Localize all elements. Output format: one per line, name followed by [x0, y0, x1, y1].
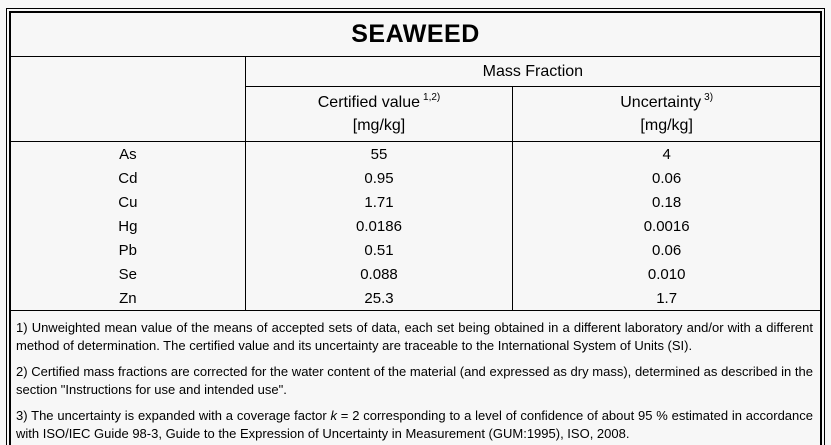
element-symbol: Cd — [9, 166, 246, 190]
certified-value: 1.71 — [244, 190, 514, 214]
page-title: SEAWEED — [9, 11, 822, 57]
table-row-cu: Cu 1.71 0.18 — [9, 190, 822, 214]
mass-fraction-header: Mass Fraction — [244, 56, 822, 87]
certificate-frame: SEAWEED Mass Fraction Certified value 1,2… — [6, 8, 825, 445]
certified-value: 0.088 — [244, 262, 514, 286]
table-row-pb: Pb 0.51 0.06 — [9, 238, 822, 262]
title-row: SEAWEED — [9, 11, 822, 57]
table-row-zn: Zn 25.3 1.7 — [9, 286, 822, 311]
column-header-row: Certified value 1,2) [mg/kg] Uncertainty 3… — [10, 86, 822, 142]
uncertainty-value: 4 — [512, 141, 822, 166]
certified-value-footnote-ref: 1,2) — [423, 92, 441, 104]
element-header-empty-cell — [9, 56, 246, 142]
certified-value: 0.0186 — [244, 214, 514, 238]
uncertainty-footnote-ref: 3) — [704, 92, 714, 104]
table-row-cd: Cd 0.95 0.06 — [9, 166, 822, 190]
footnote-2: 2) Certified mass fractions are correcte… — [16, 363, 813, 398]
group-header-row: Mass Fraction — [9, 56, 822, 142]
uncertainty-value: 0.06 — [512, 166, 822, 190]
footnote-3: 3) The uncertainty is expanded with a co… — [16, 407, 813, 444]
uncertainty-value: 0.18 — [512, 190, 822, 214]
certified-value-unit: [mg/kg] — [352, 117, 406, 134]
certified-value: 25.3 — [244, 286, 514, 311]
table-row-hg: Hg 0.0186 0.0016 — [9, 214, 822, 238]
certified-value: 0.95 — [244, 166, 514, 190]
uncertainty-label: Uncertainty — [620, 93, 702, 111]
certified-value-header: Certified value 1,2) [mg/kg] — [244, 86, 514, 142]
element-symbol: Se — [9, 262, 246, 286]
footnote-3-text-b: = 2 corresponding to a level of confiden… — [16, 407, 813, 442]
uncertainty-value: 0.0016 — [512, 214, 822, 238]
element-symbol: Zn — [9, 286, 246, 311]
table-row-se: Se 0.088 0.010 — [9, 262, 822, 286]
uncertainty-header: Uncertainty 3) [mg/kg] — [512, 86, 822, 142]
footnote-3-text-a: 3) The uncertainty is expanded with a co… — [16, 407, 331, 423]
certified-values-table: SEAWEED Mass Fraction Certified value 1,2… — [9, 11, 822, 445]
footnote-3-k-symbol: k — [330, 407, 337, 423]
footnotes-row: 1) Unweighted mean value of the means of… — [9, 309, 822, 445]
certified-value: 0.51 — [244, 238, 514, 262]
element-symbol: Pb — [9, 238, 246, 262]
element-symbol: As — [9, 141, 246, 166]
certified-value-label: Certified value — [317, 93, 421, 111]
footnotes-section: 1) Unweighted mean value of the means of… — [9, 309, 822, 445]
uncertainty-value: 1.7 — [512, 286, 822, 311]
element-symbol: Cu — [9, 190, 246, 214]
uncertainty-value: 0.06 — [512, 238, 822, 262]
table-row-as: As 55 4 — [9, 141, 822, 166]
element-symbol: Hg — [9, 214, 246, 238]
certified-value: 55 — [244, 141, 514, 166]
footnote-1: 1) Unweighted mean value of the means of… — [16, 320, 813, 354]
uncertainty-value: 0.010 — [512, 262, 822, 286]
uncertainty-unit: [mg/kg] — [640, 117, 693, 134]
